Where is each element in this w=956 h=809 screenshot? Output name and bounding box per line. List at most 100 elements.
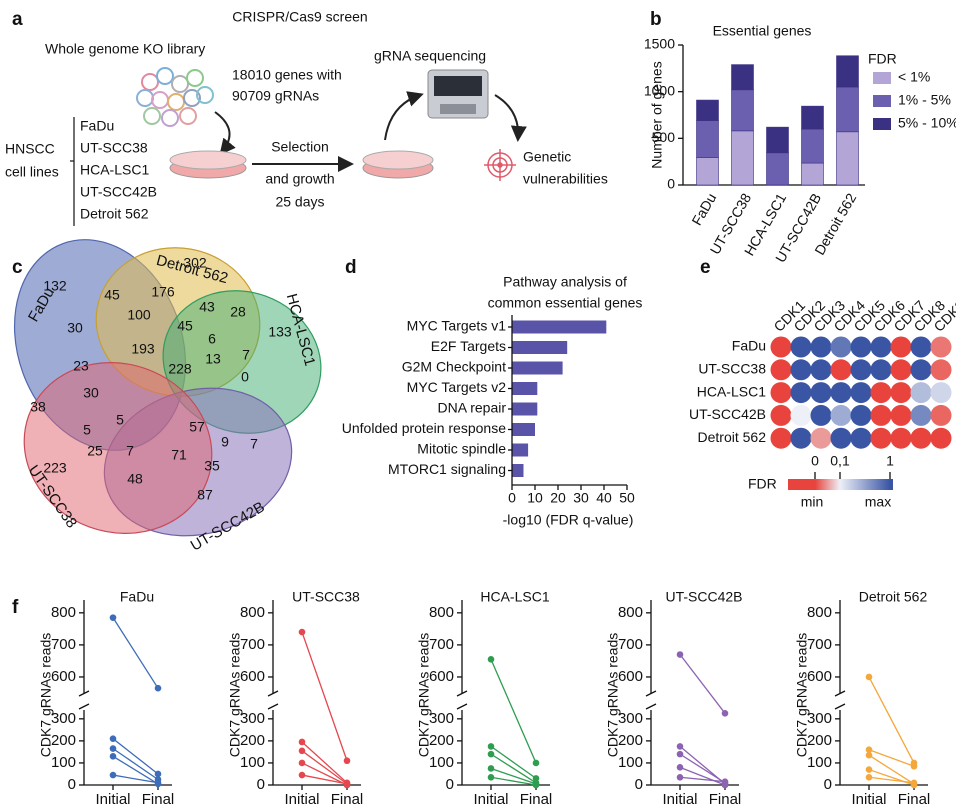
colorbar-title: FDR <box>748 476 777 492</box>
point <box>910 762 918 770</box>
point <box>721 778 729 785</box>
venn-count: 223 <box>43 460 67 476</box>
x-tick-label: 0 <box>508 490 516 506</box>
colorbar-label: max <box>865 494 891 510</box>
axis-break <box>645 703 657 710</box>
point <box>676 764 684 771</box>
dot <box>890 336 912 358</box>
y-tick-label: 700 <box>240 636 265 653</box>
bar-segment <box>836 55 859 88</box>
chart-title: Pathway analysis of <box>503 274 627 290</box>
venn-count: 228 <box>168 361 192 377</box>
row-label: UT-SCC38 <box>698 361 766 377</box>
y-axis-label: CDK7 gRNAs reads <box>227 633 243 758</box>
line <box>679 766 726 786</box>
dot <box>830 382 852 404</box>
y-tick-label: 300 <box>618 710 643 727</box>
category-label: DNA repair <box>438 400 507 416</box>
y-tick-label: 0 <box>667 176 675 192</box>
y-tick-label: 800 <box>51 604 76 621</box>
colorbar-label: min <box>801 494 824 510</box>
venn-count: 7 <box>242 347 250 363</box>
dot <box>930 404 952 426</box>
point <box>676 651 684 658</box>
point <box>154 779 162 787</box>
point <box>865 773 873 781</box>
process-label: and growth <box>265 171 334 187</box>
axis-break <box>834 690 846 697</box>
venn-count: 9 <box>221 434 229 450</box>
line <box>868 776 915 784</box>
venn-count: 35 <box>204 458 220 474</box>
dot <box>790 336 812 358</box>
y-tick-label: 200 <box>429 732 454 749</box>
point <box>343 757 351 765</box>
dot <box>930 427 952 449</box>
dot <box>770 382 792 404</box>
axis-break <box>834 703 846 710</box>
bar-segment <box>696 120 719 158</box>
point <box>298 759 306 767</box>
dot <box>870 382 892 404</box>
point <box>154 770 162 778</box>
process-label: 25 days <box>275 194 324 210</box>
line <box>112 748 159 781</box>
panel-label: d <box>345 257 357 278</box>
venn-count: 25 <box>87 443 103 459</box>
line <box>112 774 159 784</box>
y-tick-label: 200 <box>618 732 643 749</box>
cell-line: FaDu <box>80 118 114 134</box>
bar <box>512 443 529 457</box>
dot <box>870 336 892 358</box>
venn-count: 5 <box>116 412 124 428</box>
venn-count: 48 <box>127 471 143 487</box>
line <box>301 762 348 786</box>
x-tick-label: 20 <box>550 490 566 506</box>
colorbar-tick-label: 0,1 <box>830 453 850 469</box>
point <box>487 773 495 781</box>
dot <box>910 404 932 426</box>
bar-segment <box>801 128 824 164</box>
venn-count: 30 <box>67 320 83 336</box>
axis-break <box>645 690 657 697</box>
y-tick-label: 200 <box>807 732 832 749</box>
panel-label: c <box>12 257 23 278</box>
point <box>487 750 495 758</box>
line <box>679 776 726 783</box>
bar <box>512 361 563 375</box>
cell-line: UT-SCC42B <box>80 184 157 200</box>
venn-count: 5 <box>83 422 91 438</box>
point <box>109 745 117 752</box>
dot <box>790 359 812 381</box>
y-tick-label: 200 <box>51 732 76 749</box>
x-tick-label: Initial <box>284 791 319 808</box>
chart-title: common essential genes <box>488 295 643 311</box>
library-icon <box>136 67 214 127</box>
y-tick-label: 100 <box>618 754 643 771</box>
process-label: Selection <box>271 139 329 155</box>
group-label: cell lines <box>5 164 59 180</box>
panel-label: e <box>700 257 711 278</box>
dot <box>930 336 952 358</box>
legend-label: 5% - 10% <box>898 115 956 131</box>
y-tick-label: 100 <box>51 754 76 771</box>
venn-count: 13 <box>205 351 221 367</box>
x-tick-label: FaDu <box>688 190 719 228</box>
x-tick-label: Initial <box>473 791 508 808</box>
dot <box>910 359 932 381</box>
y-tick-label: 800 <box>618 604 643 621</box>
line <box>490 776 537 786</box>
y-tick-label: 300 <box>51 710 76 727</box>
line <box>112 755 159 785</box>
x-tick-label: Final <box>331 791 364 808</box>
row-label: HCA-LSC1 <box>697 383 766 399</box>
chart-title: UT-SCC42B <box>665 589 742 605</box>
dot <box>870 359 892 381</box>
point <box>532 781 540 789</box>
point <box>865 766 873 773</box>
dot <box>910 336 932 358</box>
bar-segment <box>696 157 719 186</box>
y-tick-label: 800 <box>807 604 832 621</box>
dot <box>810 359 832 381</box>
